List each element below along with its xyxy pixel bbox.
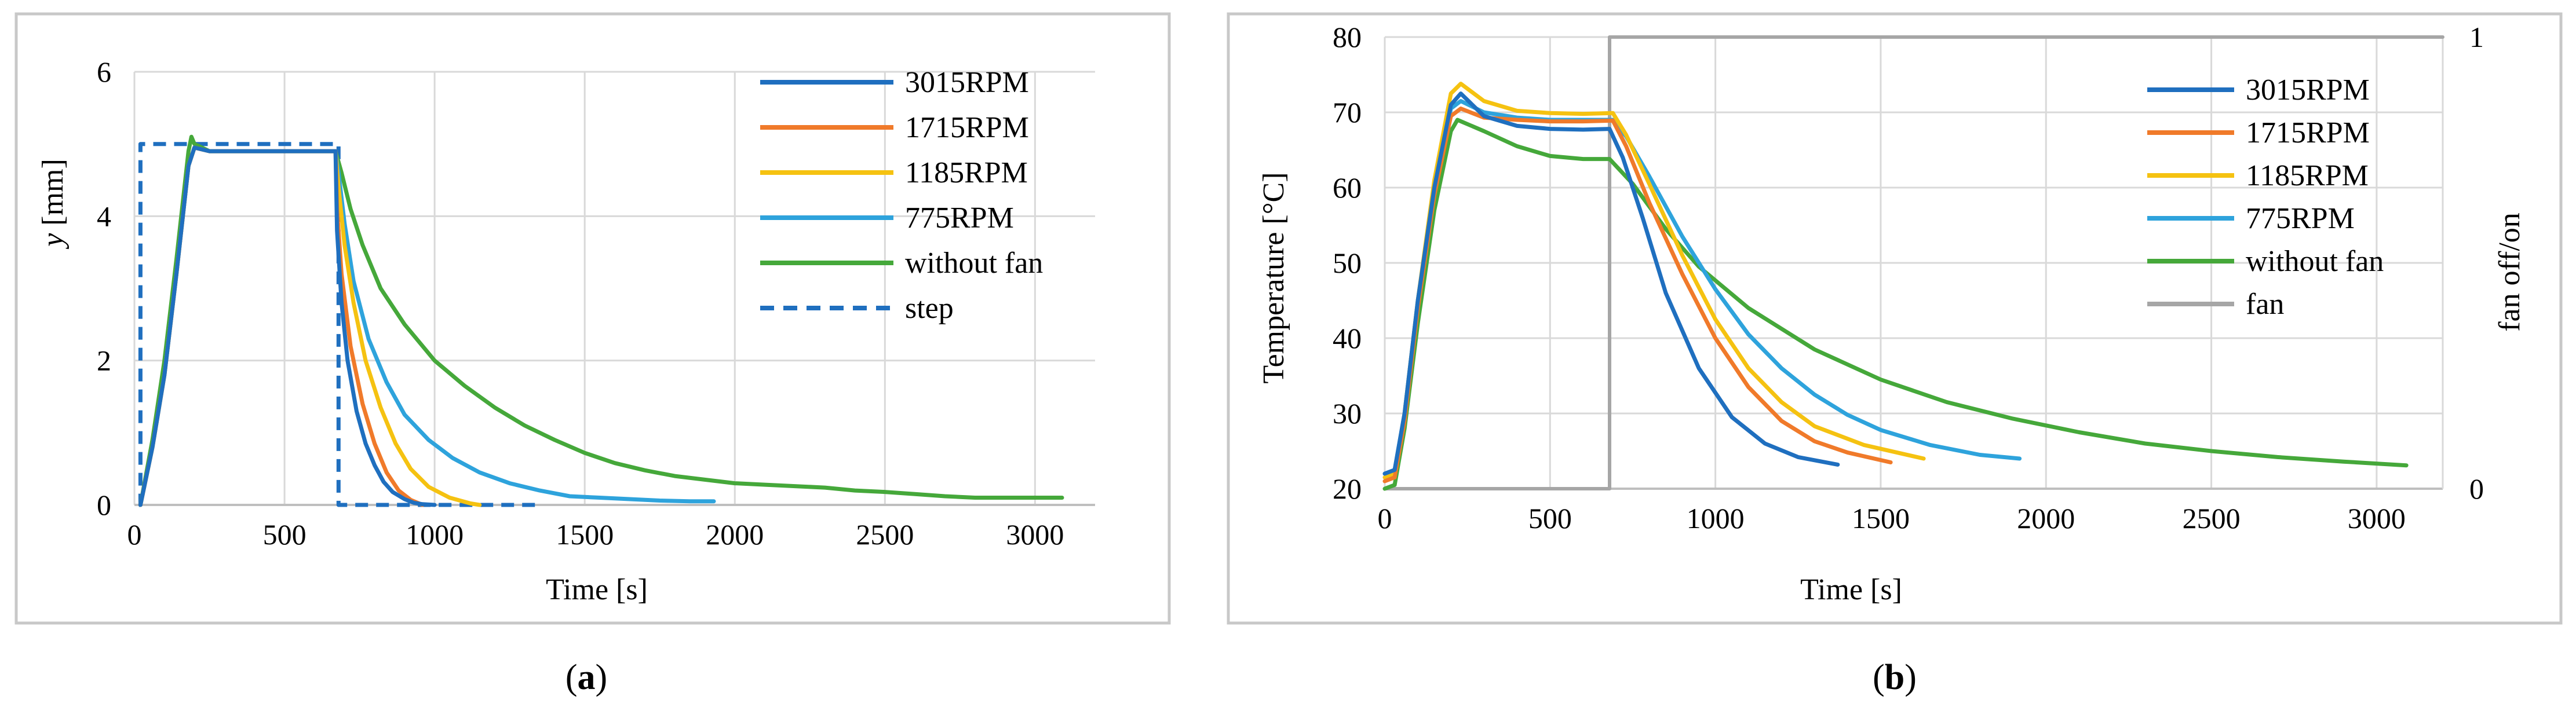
panel-b-y-tick-4: 60 — [1333, 171, 1362, 204]
panel-b-y-tick-2: 40 — [1333, 322, 1362, 354]
panel-b-legend-label-5: fan — [2246, 288, 2284, 321]
panel-a-legend-label-3: 775RPM — [905, 202, 1014, 235]
panel-b-x-tick-3: 1500 — [1852, 502, 1910, 534]
panel-b-legend-label-2: 1185RPM — [2246, 159, 2369, 192]
panel-b-legend-label-0: 3015RPM — [2246, 74, 2370, 107]
panel-a-y-tick-0: 0 — [97, 489, 111, 521]
panel-a-x-tick-6: 3000 — [1006, 518, 1064, 551]
panel-a-chart: 0 500 1000 1500 2000 2500 3000 0 2 4 6 Time [s] y … — [14, 12, 1171, 625]
panel-a-y-tick-1: 2 — [97, 345, 111, 377]
panel-b-chart: 0 500 1000 1500 2000 2500 3000 20 30 40 50 60 70 80 0 1… — [1227, 12, 2563, 625]
panel-b-x-tick-0: 0 — [1378, 502, 1392, 534]
panel-b-x-tick-1: 500 — [1528, 502, 1572, 534]
panel-b-y2-axis-label: fan off/on — [2493, 213, 2526, 332]
panel-b-y-tick-5: 70 — [1333, 96, 1362, 129]
panel-a-y-tick-2: 4 — [97, 200, 111, 232]
panel-b-tick-labels: 0 500 1000 1500 2000 2500 3000 20 30 40 50 60 70 80 0 1 — [1333, 21, 2484, 534]
panel-b-legend-label-3: 775RPM — [2246, 202, 2355, 235]
panel-a-x-tick-3: 1500 — [556, 518, 614, 551]
panel-a-tick-labels: 0 500 1000 1500 2000 2500 3000 0 2 4 6 — [97, 56, 1064, 551]
panel-b-legend-label-4: without fan — [2246, 245, 2384, 278]
caption-b-letter: b — [1885, 658, 1904, 697]
panel-a-series-3015rpm — [138, 145, 437, 507]
panel-b-y-axis-label: Temperature [°C] — [1257, 172, 1290, 383]
panel-b-y-tick-1: 30 — [1333, 397, 1362, 430]
panel-b-legend: 3015RPM 1715RPM 1185RPM 775RPM without fan fa… — [2147, 74, 2384, 321]
panel-b-x-tick-2: 1000 — [1687, 502, 1745, 534]
panel-a-x-axis-label: Time [s] — [546, 573, 648, 606]
panel-a-y-axis-label: y [mm] — [37, 159, 70, 250]
panel-b-series — [1382, 35, 2444, 491]
panel-a-legend-label-4: without fan — [905, 247, 1043, 280]
panel-b-x-tick-6: 3000 — [2348, 502, 2406, 534]
panel-a-legend-label-2: 1185RPM — [905, 156, 1028, 189]
panel-b-y-tick-6: 80 — [1333, 21, 1362, 53]
panel-b-legend-label-1: 1715RPM — [2246, 116, 2370, 149]
panel-b-y-tick-3: 50 — [1333, 247, 1362, 279]
panel-a-legend-label-1: 1715RPM — [905, 111, 1029, 144]
caption-a-letter: a — [578, 658, 596, 697]
panel-b-x-tick-5: 2500 — [2183, 502, 2241, 534]
panel-b-x-tick-4: 2000 — [2017, 502, 2075, 534]
panel-a-x-tick-4: 2000 — [706, 518, 764, 551]
panel-a-series — [138, 134, 1064, 507]
caption-a: (a) — [565, 658, 607, 697]
panel-a-y-axis-label-symbol: y — [37, 233, 70, 250]
caption-b: (b) — [1873, 658, 1917, 697]
panel-b-y2-tick-1: 1 — [2469, 21, 2484, 53]
panel-a-x-tick-2: 1000 — [406, 518, 464, 551]
panel-a-legend-label-5: step — [905, 292, 954, 325]
panel-a-y-axis-label-unit: [mm] — [37, 159, 70, 233]
panel-a-x-tick-5: 2500 — [856, 518, 914, 551]
panel-a-x-tick-1: 500 — [263, 518, 307, 551]
panel-b-series-3015rpm — [1382, 91, 1840, 476]
panel-a-legend-label-0: 3015RPM — [905, 66, 1029, 99]
panel-b-y2-tick-0: 0 — [2469, 472, 2484, 505]
panel-a-y-tick-3: 6 — [97, 56, 111, 88]
panel-a-series-without-fan — [138, 134, 1064, 507]
panel-a-frame — [14, 12, 1171, 625]
panel-b-x-axis-label: Time [s] — [1800, 573, 1902, 606]
panel-b-y-tick-0: 20 — [1333, 472, 1362, 505]
panel-a-legend: 3015RPM 1715RPM 1185RPM 775RPM without fan st… — [760, 66, 1043, 325]
panel-a-x-tick-0: 0 — [127, 518, 142, 551]
panel-b-series-fan — [1383, 35, 2444, 490]
